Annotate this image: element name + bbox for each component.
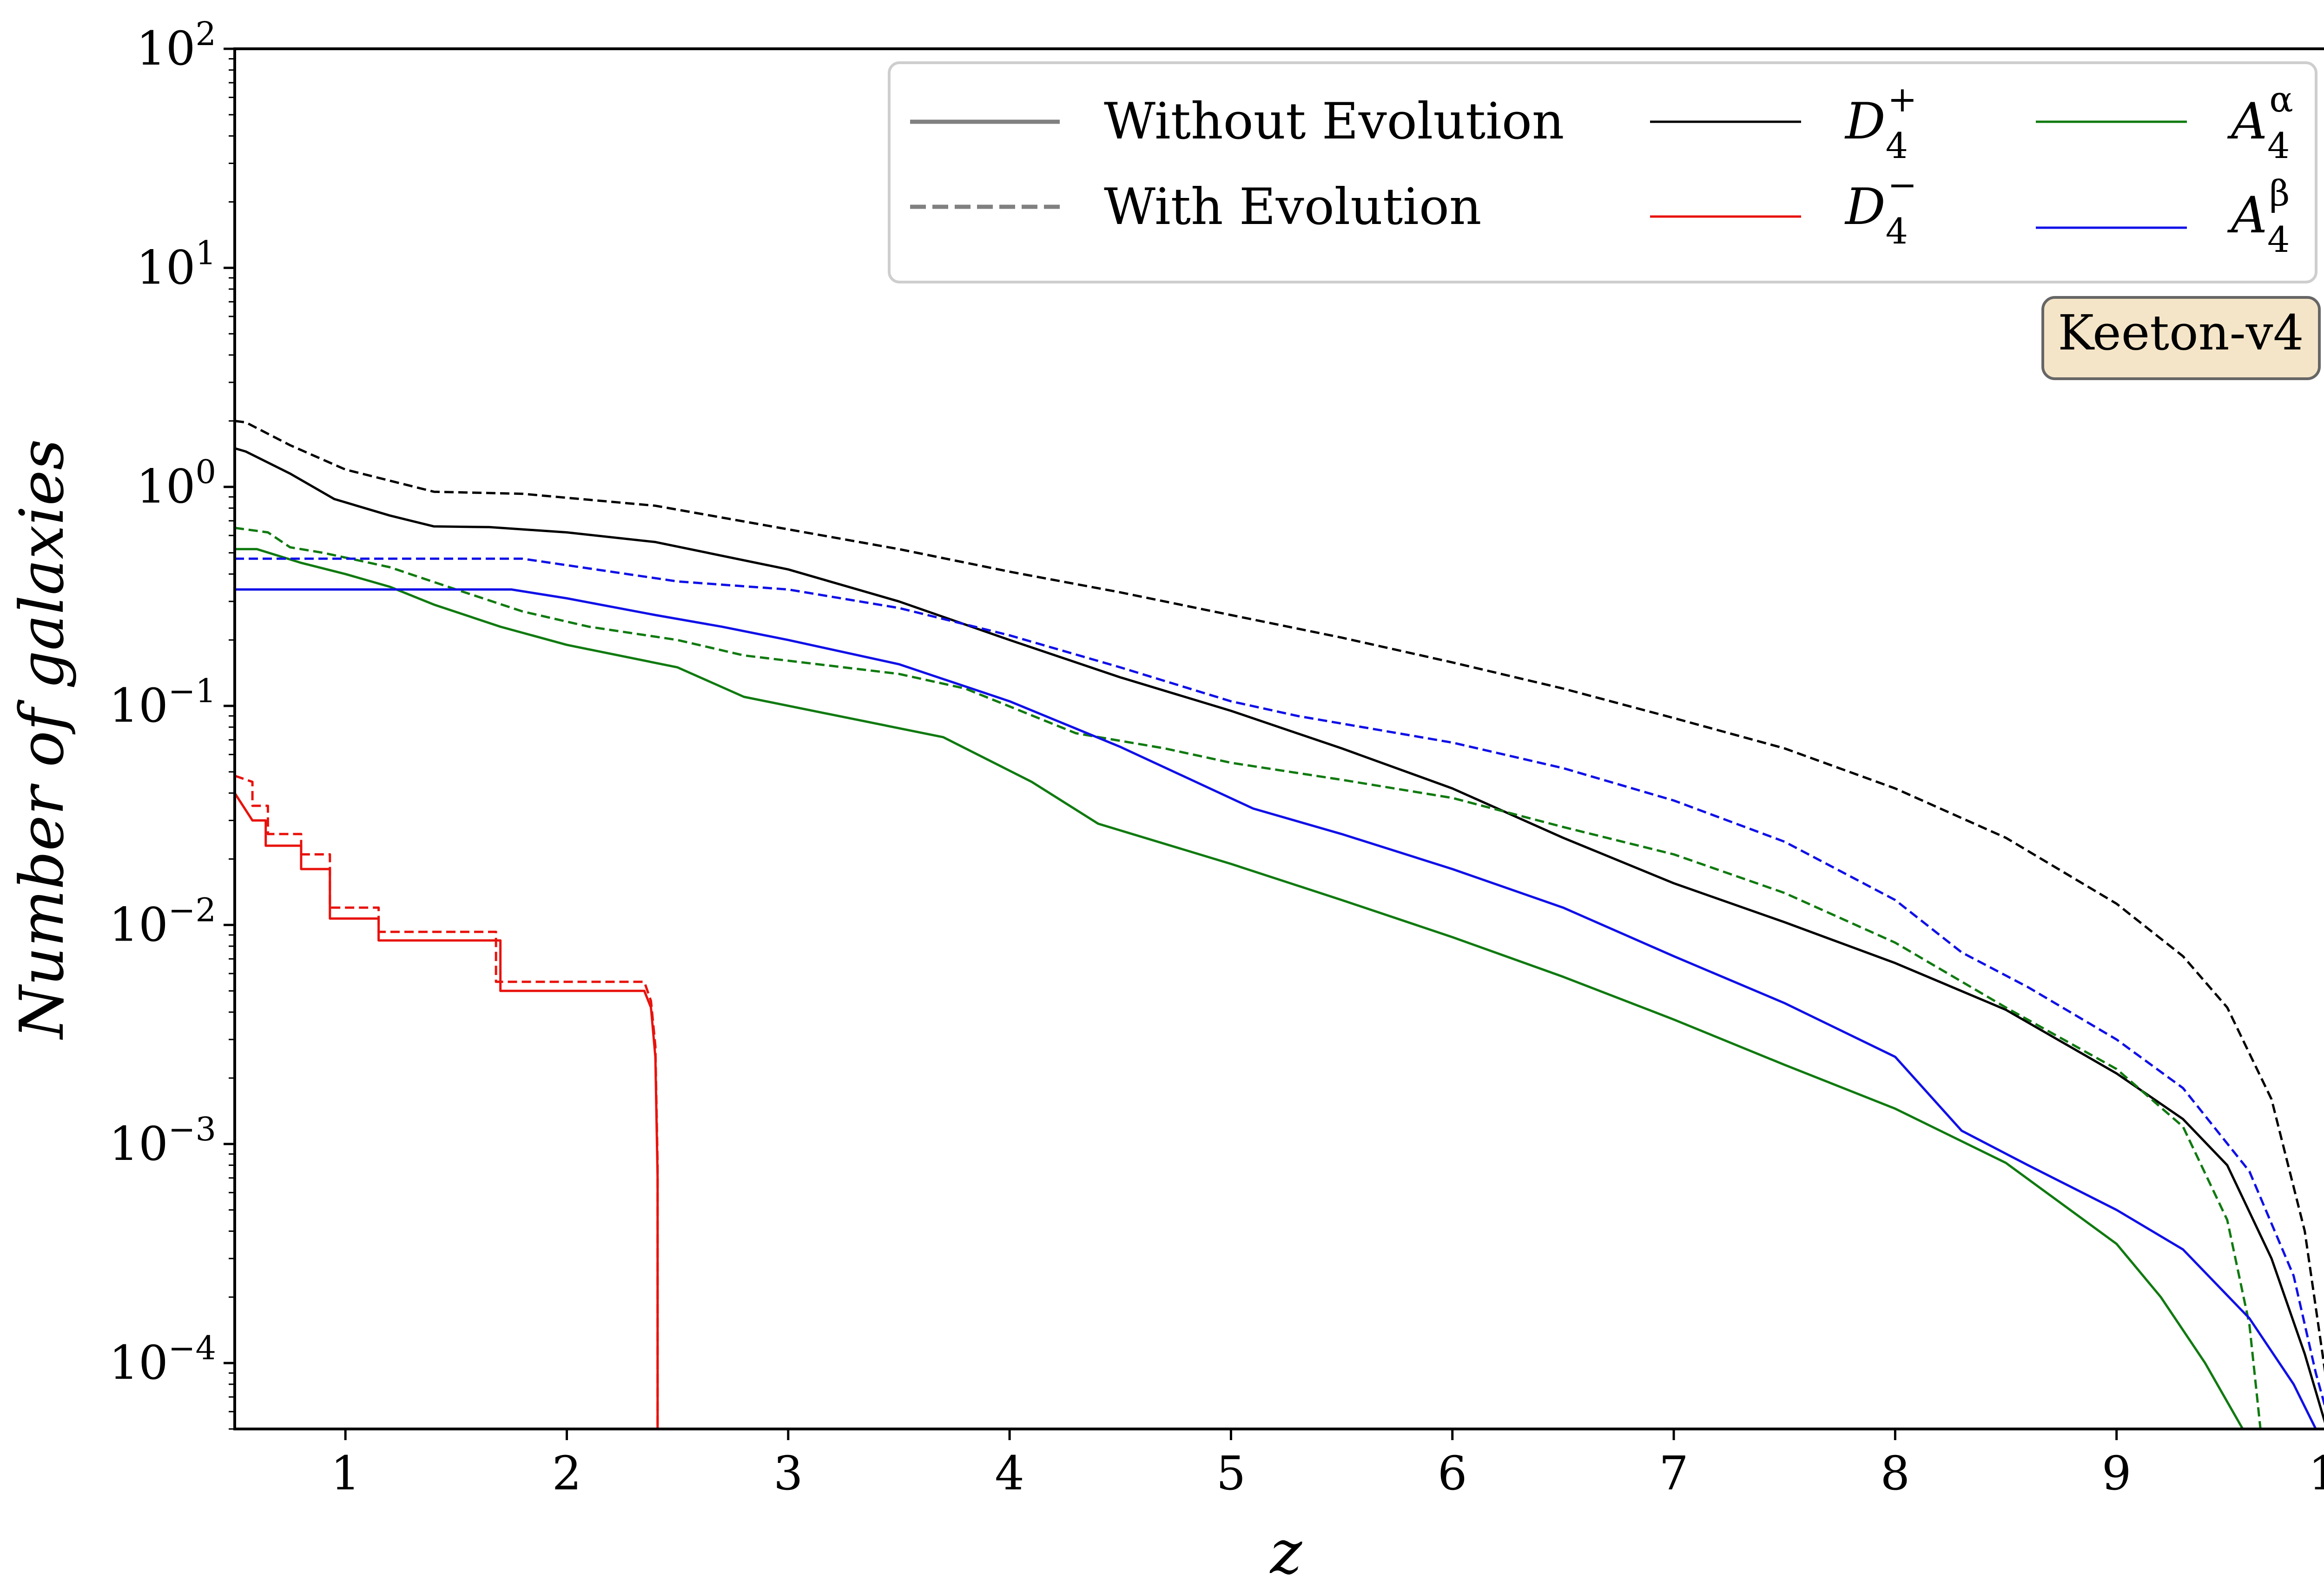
- legend-label-with-evolution: With Evolution: [1104, 178, 1481, 236]
- legend-label-without-evolution: Without Evolution: [1104, 92, 1564, 151]
- y-axis: 10−4 10−3 10−2 10−1 100 101 102: [109, 15, 235, 1430]
- y-tick-label: 102: [136, 15, 216, 76]
- y-tick-label: 10−2: [109, 891, 216, 952]
- legend-label-a4-beta: A4β: [2227, 172, 2290, 260]
- legend-label-d4-plus: D4+: [1844, 79, 1917, 166]
- plot-frame: [233, 47, 2324, 1430]
- x-tick-label: 9: [2102, 1446, 2132, 1501]
- series-line-a4alpha-with-evolution: [235, 527, 2262, 1429]
- x-tick-label: 7: [1659, 1446, 1689, 1501]
- legend-label-d4-minus: D4−: [1844, 164, 1917, 252]
- legend-box: [888, 61, 2317, 283]
- annotation-badge: Keeton-v4: [2041, 296, 2321, 380]
- x-tick-label: 2: [552, 1446, 582, 1501]
- y-tick-label: 10−3: [109, 1110, 216, 1171]
- y-tick-label: 101: [136, 234, 216, 295]
- series-line-d4plus-without-evolution: [235, 447, 2324, 1423]
- x-tick-label: 10: [2308, 1446, 2324, 1501]
- series-line-d4plus-with-evolution: [235, 420, 2324, 1373]
- y-tick-label: 10−1: [109, 672, 216, 733]
- x-tick-label: 1: [330, 1446, 360, 1501]
- x-axis-label: z: [1269, 1517, 1303, 1580]
- x-tick-label: 5: [1216, 1446, 1246, 1501]
- y-tick-label: 100: [136, 453, 216, 514]
- legend: Without Evolution With Evolution D4+ D4−…: [888, 61, 2317, 283]
- legend-label-a4-alpha: A4α: [2227, 79, 2293, 166]
- annotation-box: [2041, 296, 2321, 380]
- x-tick-label: 6: [1438, 1446, 1467, 1501]
- x-tick-label: 8: [1881, 1446, 1910, 1501]
- series-line-a4beta-with-evolution: [235, 557, 2324, 1407]
- series-line-a4beta-without-evolution: [235, 588, 2317, 1429]
- series-layer: [235, 420, 2324, 1429]
- x-tick-label: 4: [995, 1446, 1024, 1501]
- x-tick-label: 3: [773, 1446, 803, 1501]
- annotation-text: Keeton-v4: [2058, 304, 2304, 361]
- y-tick-label: 10−4: [109, 1329, 216, 1390]
- series-line-a4alpha-without-evolution: [235, 548, 2244, 1429]
- x-axis: 1 2 3 4 5 6 7 8 9 10: [330, 1429, 2324, 1501]
- y-axis-label: Number of galaxies: [7, 439, 77, 1040]
